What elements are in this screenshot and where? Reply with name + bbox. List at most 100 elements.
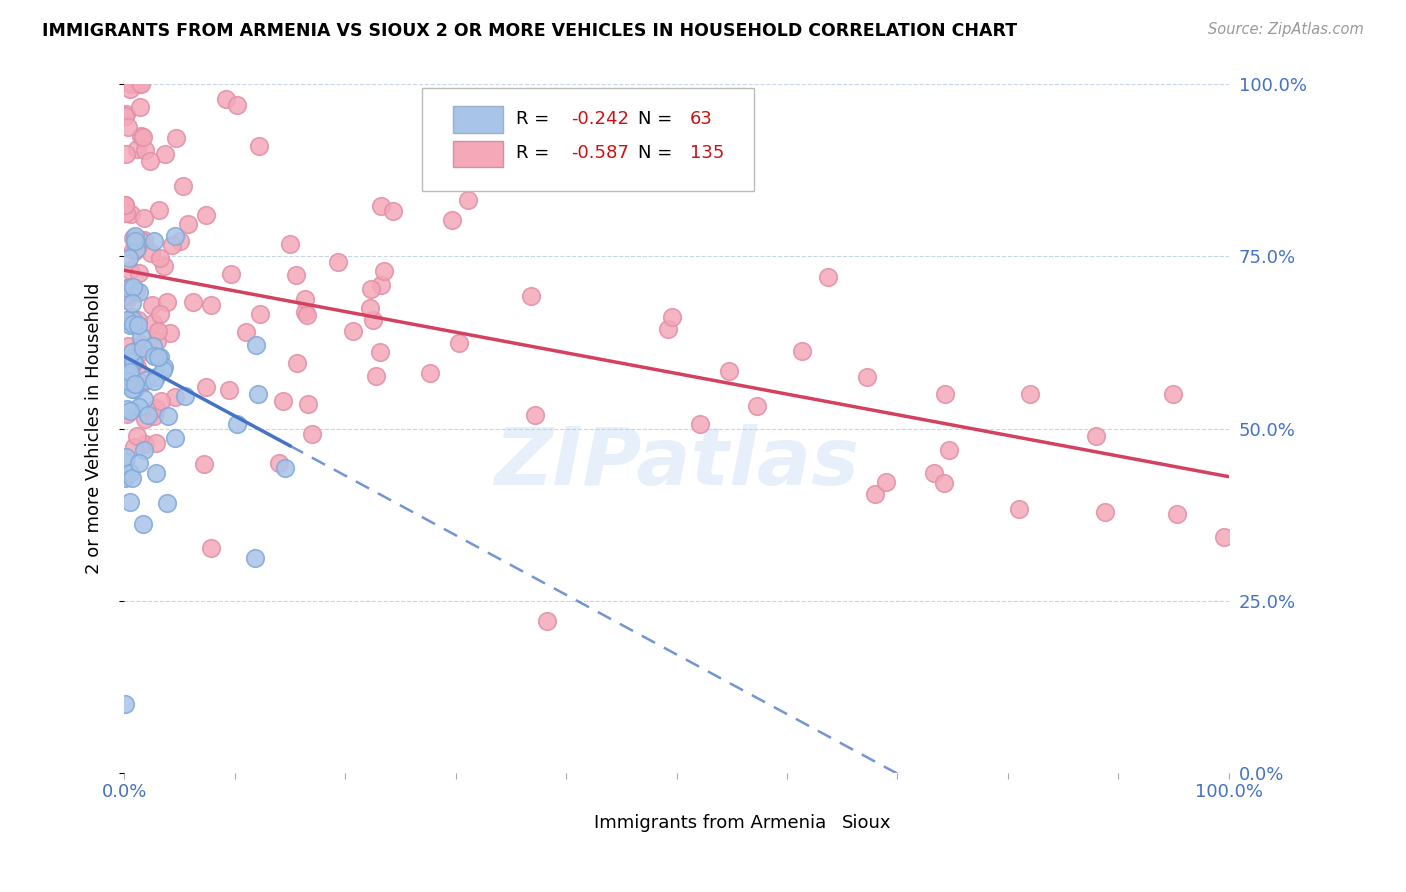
Point (193, 457, 215, 471)
Point (121, 244, 143, 258)
Point (118, 78, 141, 92)
Point (128, 456, 150, 470)
Point (115, 407, 138, 421)
Point (156, 496, 179, 510)
Point (129, 78, 152, 92)
Point (122, 313, 145, 327)
Point (661, 310, 683, 324)
Point (169, 234, 191, 248)
Point (117, 120, 139, 134)
Point (114, 697, 136, 711)
Point (267, 456, 290, 470)
Point (121, 345, 143, 359)
Point (219, 267, 242, 281)
Point (131, 376, 153, 391)
Point (134, 437, 156, 451)
Point (370, 199, 392, 213)
Point (152, 363, 174, 377)
Point (145, 436, 167, 450)
Point (524, 408, 547, 422)
Point (141, 298, 163, 312)
Point (127, 318, 149, 332)
Point (1008, 502, 1031, 516)
Point (284, 268, 307, 282)
Point (120, 404, 142, 418)
Point (117, 374, 139, 388)
Point (127, 342, 149, 356)
Text: R =: R = (516, 110, 555, 128)
Point (132, 442, 155, 457)
Point (297, 397, 319, 411)
Point (114, 359, 136, 374)
Point (274, 461, 297, 475)
Point (115, 205, 138, 219)
Point (121, 471, 143, 485)
Point (361, 313, 384, 327)
Point (160, 238, 183, 252)
Text: -0.242: -0.242 (572, 110, 630, 128)
Point (419, 366, 441, 380)
Point (364, 369, 387, 384)
Point (443, 97, 465, 112)
Point (120, 207, 142, 221)
Point (657, 322, 679, 336)
FancyBboxPatch shape (453, 106, 503, 133)
Point (124, 354, 146, 368)
Point (142, 339, 165, 353)
Point (122, 383, 145, 397)
Point (146, 334, 169, 348)
Point (301, 427, 323, 442)
Point (271, 394, 294, 409)
FancyBboxPatch shape (453, 141, 503, 167)
Point (124, 376, 146, 391)
Point (938, 443, 960, 458)
Point (145, 401, 167, 415)
Point (125, 360, 148, 375)
Point (342, 324, 364, 338)
Point (174, 389, 197, 403)
Point (152, 259, 174, 273)
Point (159, 326, 181, 340)
Point (457, 194, 479, 208)
Point (717, 364, 740, 378)
Point (1166, 507, 1188, 521)
Text: R =: R = (516, 145, 555, 162)
Point (125, 142, 148, 156)
Point (373, 264, 395, 278)
Text: 135: 135 (690, 145, 724, 162)
Point (134, 143, 156, 157)
Point (125, 242, 148, 256)
Text: Source: ZipAtlas.com: Source: ZipAtlas.com (1208, 22, 1364, 37)
Point (226, 98, 249, 112)
Point (370, 345, 392, 359)
Point (114, 470, 136, 484)
FancyBboxPatch shape (544, 814, 586, 833)
Point (120, 494, 142, 508)
Point (285, 356, 308, 370)
Point (922, 466, 945, 480)
Point (149, 252, 172, 266)
Point (934, 387, 956, 401)
Point (131, 516, 153, 531)
Point (129, 100, 152, 114)
Point (118, 252, 141, 266)
Point (148, 351, 170, 365)
Point (121, 310, 143, 325)
Point (132, 341, 155, 355)
Point (114, 287, 136, 301)
Point (125, 241, 148, 255)
Point (143, 349, 166, 363)
Point (131, 129, 153, 144)
Point (148, 203, 170, 218)
Point (118, 280, 141, 294)
Point (163, 431, 186, 445)
Point (875, 475, 897, 489)
Text: N =: N = (638, 110, 678, 128)
Point (359, 301, 381, 315)
Point (125, 284, 148, 298)
Point (128, 345, 150, 359)
Point (122, 280, 145, 294)
Point (117, 376, 139, 391)
Point (235, 325, 257, 339)
Point (117, 377, 139, 392)
